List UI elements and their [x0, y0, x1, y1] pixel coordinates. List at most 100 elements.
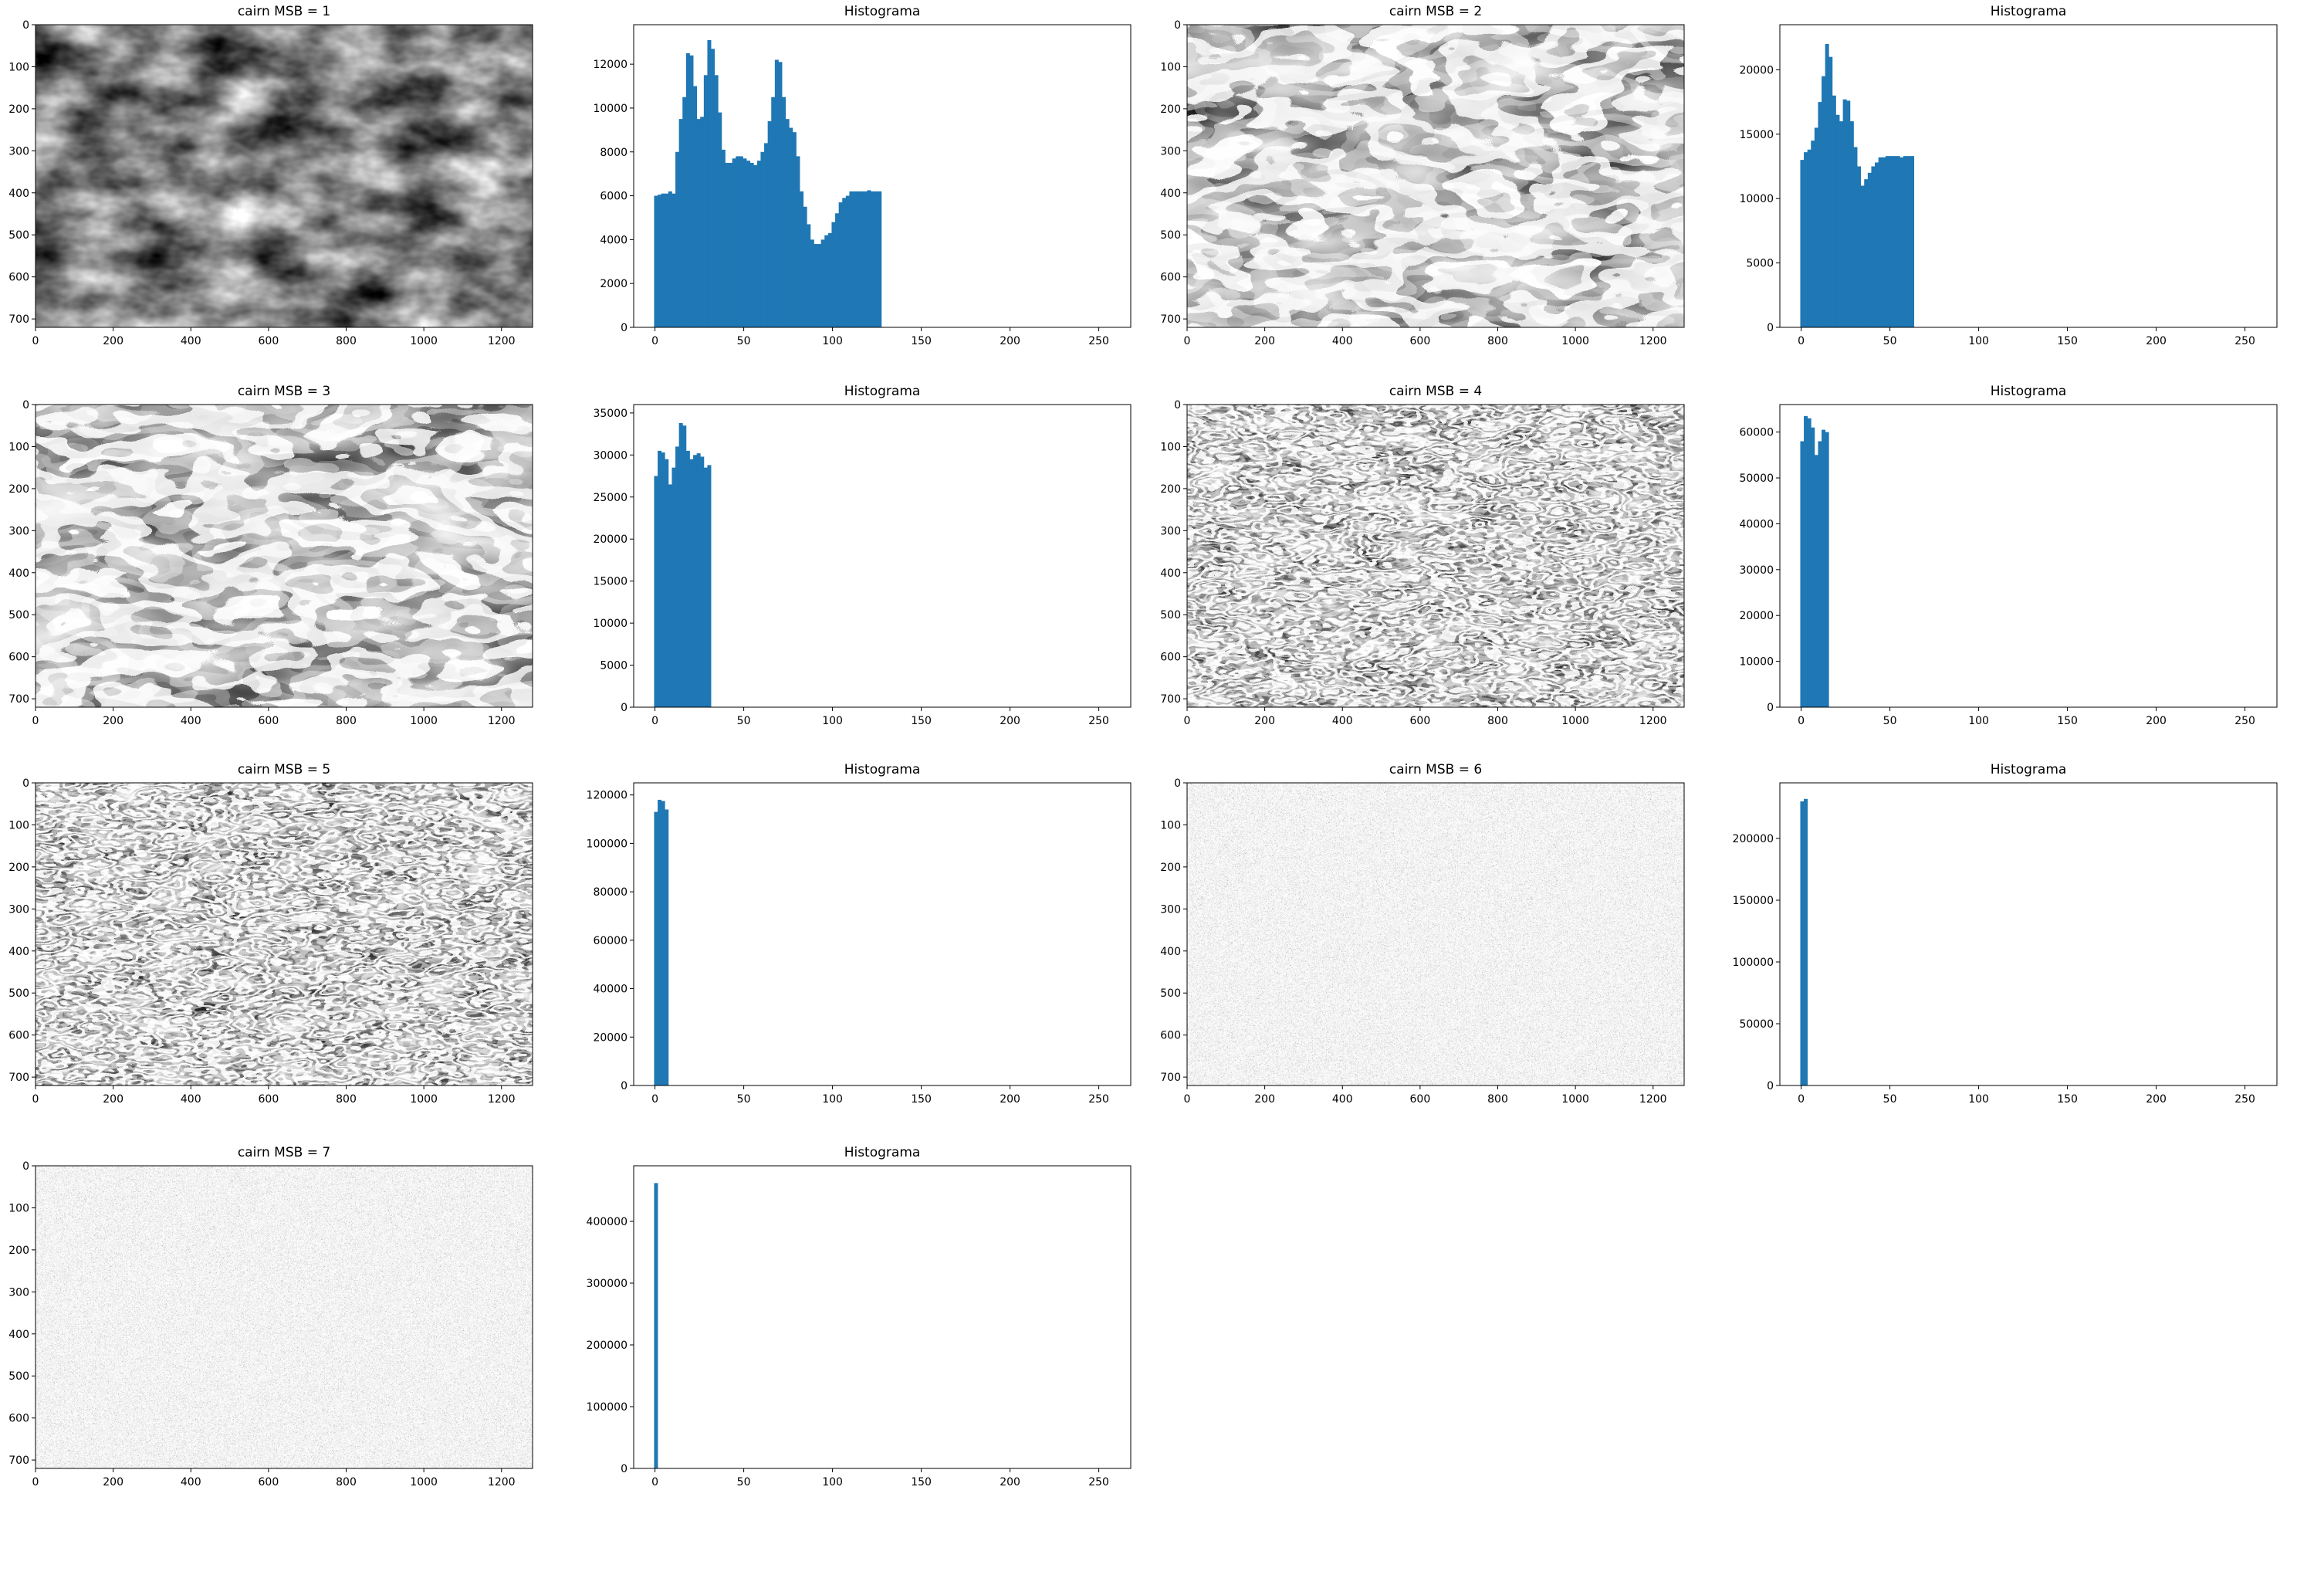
y-tick-label: 100000 — [587, 838, 628, 850]
x-tick-label: 600 — [259, 715, 279, 727]
x-tick-label: 0 — [651, 335, 658, 347]
histogram-bar — [1818, 102, 1822, 327]
y-tick-label: 200000 — [1733, 833, 1774, 845]
axes-frame — [1186, 782, 1685, 1086]
y-tick-label: 300 — [1160, 145, 1181, 157]
y-tick-label: 6000 — [600, 191, 628, 203]
y-tick-label: 300000 — [587, 1278, 628, 1290]
y-tick-label: 0 — [1767, 702, 1774, 714]
histogram-bar — [1839, 121, 1844, 327]
y-tick-label: 200000 — [587, 1339, 628, 1352]
histogram-bar — [736, 156, 740, 327]
y-tick-label: 0 — [22, 777, 29, 790]
panel-title: cairn MSB = 4 — [1389, 384, 1482, 399]
histogram-bar — [732, 158, 736, 327]
x-tick-label: 100 — [822, 1093, 843, 1106]
x-tick-label: 50 — [1883, 335, 1897, 347]
x-tick-label: 150 — [911, 1093, 932, 1106]
histogram-bar — [668, 484, 672, 707]
y-tick-label: 20000 — [1739, 64, 1774, 76]
y-tick-label: 100 — [1160, 61, 1181, 73]
y-tick-label: 100000 — [1733, 957, 1774, 969]
histogram-bar — [654, 811, 658, 1085]
y-tick-label: 700 — [8, 1455, 29, 1467]
y-tick-label: 12000 — [593, 59, 628, 71]
histogram-bar — [1849, 121, 1854, 327]
y-tick-label: 10000 — [1739, 656, 1774, 669]
histogram-bar — [1864, 179, 1869, 327]
y-tick-label: 60000 — [1739, 427, 1774, 439]
histogram-bar — [849, 191, 854, 327]
panel-title: cairn MSB = 3 — [238, 384, 330, 399]
histogram-bar — [1811, 141, 1815, 327]
histogram-bar — [789, 127, 793, 327]
histogram-bar — [1857, 166, 1862, 327]
histogram-bar — [1882, 157, 1886, 327]
y-tick-label: 200 — [1160, 483, 1181, 496]
x-tick-label: 100 — [1968, 715, 1989, 727]
y-tick-label: 500 — [8, 1370, 29, 1383]
histogram-bar — [845, 195, 850, 327]
histogram-bar — [661, 801, 665, 1085]
histogram-bar — [678, 422, 683, 707]
histogram-bar — [654, 195, 658, 327]
x-tick-label: 150 — [911, 715, 932, 727]
histogram-bar — [867, 190, 871, 327]
image-panel: cairn MSB = 3 0 200 400 600 800 1000 1200 0 100 20… — [8, 384, 533, 727]
x-tick-label: 1000 — [410, 715, 438, 727]
x-tick-label: 150 — [2057, 1093, 2078, 1106]
histogram-bar — [1825, 44, 1829, 328]
y-tick-label: 200 — [8, 862, 29, 874]
x-tick-label: 1000 — [410, 335, 438, 347]
histogram-bar — [703, 467, 708, 707]
panel-title: Histograma — [844, 1145, 921, 1160]
histogram-bar — [665, 459, 669, 707]
x-tick-label: 200 — [2146, 335, 2167, 347]
x-tick-label: 250 — [1088, 715, 1109, 727]
x-tick-label: 0 — [1798, 715, 1805, 727]
histogram-bar — [753, 164, 758, 327]
histogram-bar — [853, 191, 858, 327]
y-tick-label: 2000 — [600, 278, 628, 290]
x-tick-label: 100 — [822, 715, 843, 727]
histogram-bar — [700, 456, 705, 707]
y-tick-label: 100 — [8, 441, 29, 453]
histogram-bar — [682, 97, 687, 327]
histogram-bar — [658, 195, 662, 327]
axes-frame — [35, 404, 533, 708]
y-tick-label: 600 — [1160, 272, 1181, 284]
histogram-bar — [1846, 100, 1851, 327]
histogram-bar — [1871, 166, 1876, 327]
histogram-bar — [842, 198, 847, 327]
y-tick-label: 200 — [8, 483, 29, 496]
x-tick-label: 50 — [737, 1093, 751, 1106]
axes-frame — [1779, 24, 2278, 328]
histogram-bar — [1807, 149, 1812, 327]
x-tick-label: 250 — [1088, 335, 1109, 347]
y-tick-label: 100 — [1160, 441, 1181, 453]
histogram-bar — [838, 202, 843, 327]
histogram-bar — [711, 49, 715, 328]
x-tick-label: 1200 — [488, 1476, 516, 1488]
y-tick-label: 600 — [1160, 1030, 1181, 1042]
y-tick-label: 0 — [22, 19, 29, 32]
x-tick-label: 1200 — [488, 1093, 516, 1106]
x-tick-label: 600 — [259, 1093, 279, 1106]
histogram-bar — [1800, 160, 1805, 327]
histogram-bar — [721, 149, 726, 327]
y-tick-label: 30000 — [593, 449, 628, 462]
histogram-bar — [682, 425, 687, 707]
histogram-bar — [1804, 152, 1808, 327]
histogram-bar — [654, 476, 658, 707]
histogram-bar — [671, 467, 676, 707]
image-panel: cairn MSB = 4 0 200 400 600 800 1000 1200 0 100 20… — [1160, 384, 1685, 727]
y-tick-label: 0 — [1174, 777, 1181, 790]
histogram-bar — [729, 162, 733, 327]
y-tick-label: 0 — [621, 702, 628, 714]
x-tick-label: 250 — [1088, 1093, 1109, 1106]
y-tick-label: 200 — [1160, 103, 1181, 116]
image-panel: cairn MSB = 2 0 200 400 600 800 1000 1200 0 100 20… — [1160, 4, 1685, 347]
histogram-bar — [756, 161, 761, 327]
x-tick-label: 0 — [32, 715, 39, 727]
histogram-bar — [1842, 99, 1847, 327]
